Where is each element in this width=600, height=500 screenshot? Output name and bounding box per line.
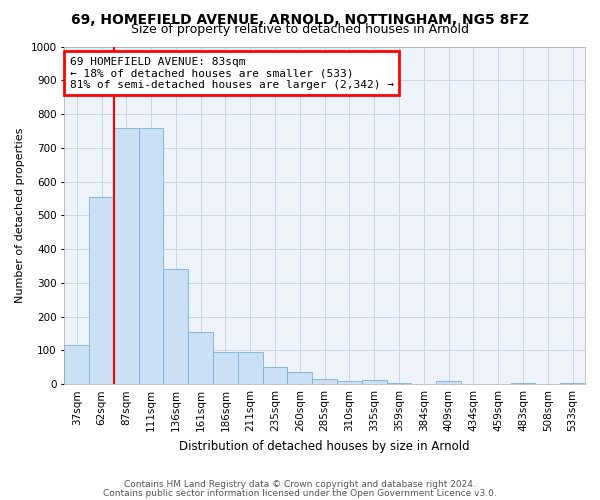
Bar [511, 383, 535, 384]
Bar [263, 368, 287, 384]
Bar [139, 128, 163, 384]
Text: Size of property relative to detached houses in Arnold: Size of property relative to detached ho… [131, 22, 469, 36]
Bar [64, 346, 89, 384]
Bar [362, 380, 386, 384]
Y-axis label: Number of detached properties: Number of detached properties [15, 128, 25, 303]
Bar [287, 372, 312, 384]
Bar [312, 379, 337, 384]
Bar [560, 383, 585, 384]
Text: Contains HM Land Registry data © Crown copyright and database right 2024.: Contains HM Land Registry data © Crown c… [124, 480, 476, 489]
Bar [386, 383, 412, 384]
Bar [436, 382, 461, 384]
Bar [188, 332, 213, 384]
Bar [213, 352, 238, 384]
Bar [163, 270, 188, 384]
Bar [337, 382, 362, 384]
Text: 69 HOMEFIELD AVENUE: 83sqm
← 18% of detached houses are smaller (533)
81% of sem: 69 HOMEFIELD AVENUE: 83sqm ← 18% of deta… [70, 56, 394, 90]
Bar [114, 128, 139, 384]
Text: 69, HOMEFIELD AVENUE, ARNOLD, NOTTINGHAM, NG5 8FZ: 69, HOMEFIELD AVENUE, ARNOLD, NOTTINGHAM… [71, 12, 529, 26]
Bar [89, 197, 114, 384]
Text: Contains public sector information licensed under the Open Government Licence v3: Contains public sector information licen… [103, 489, 497, 498]
X-axis label: Distribution of detached houses by size in Arnold: Distribution of detached houses by size … [179, 440, 470, 452]
Bar [238, 352, 263, 384]
